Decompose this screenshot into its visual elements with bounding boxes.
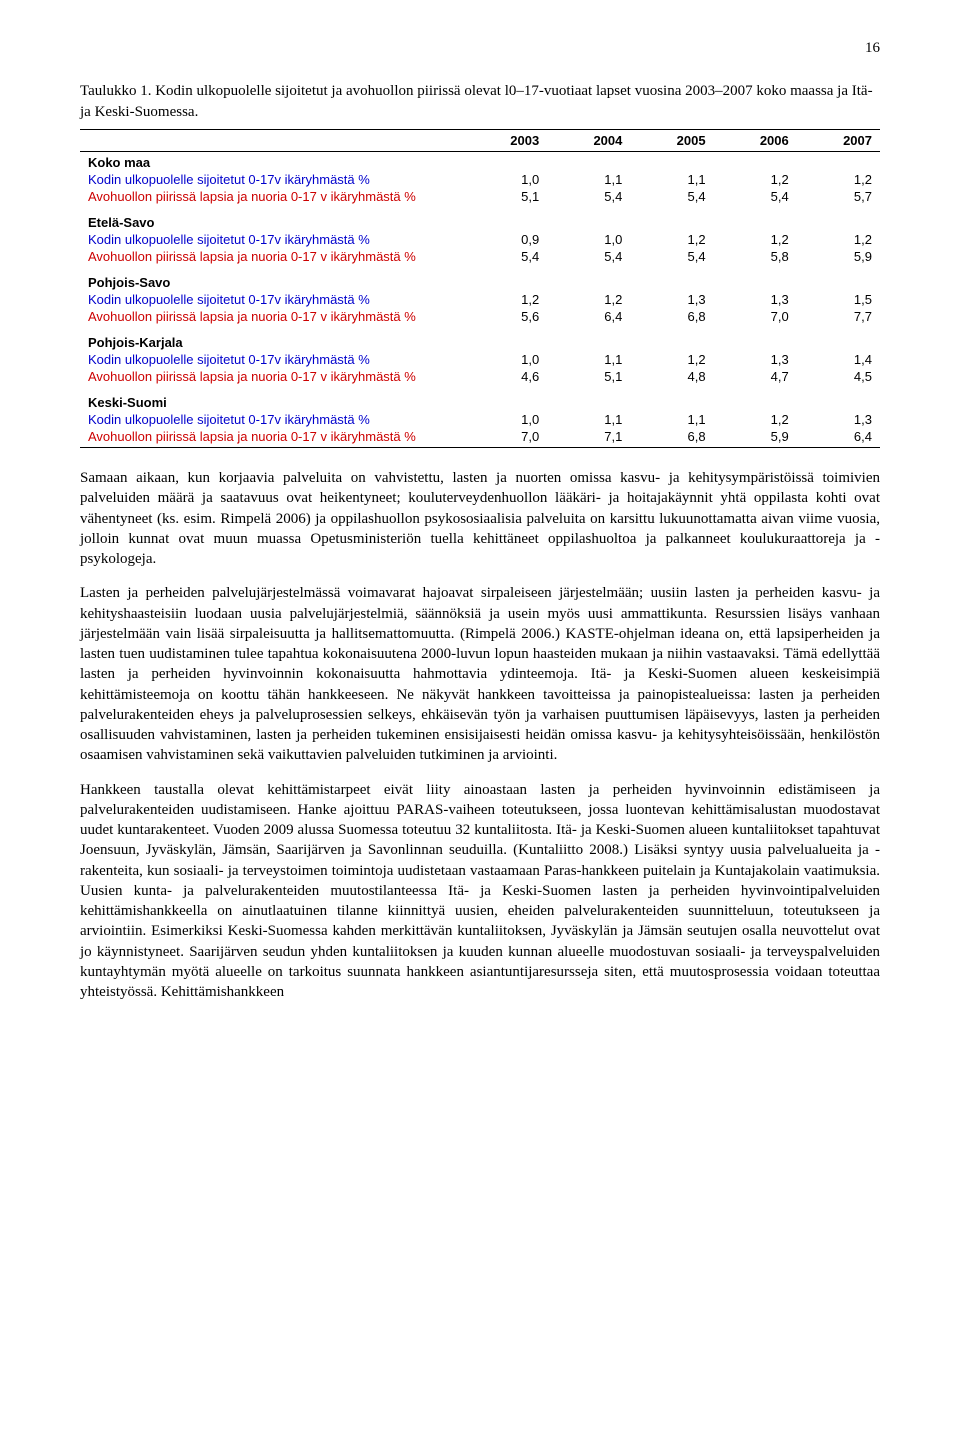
row-label: Avohuollon piirissä lapsia ja nuoria 0-1… (80, 428, 464, 448)
row-label: Avohuollon piirissä lapsia ja nuoria 0-1… (80, 248, 464, 265)
cell-value: 1,2 (714, 231, 797, 248)
cell-value: 5,4 (630, 188, 713, 205)
group-name: Etelä-Savo (80, 205, 880, 231)
cell-value: 5,6 (464, 308, 547, 325)
cell-value: 5,4 (464, 248, 547, 265)
group-name: Pohjois-Savo (80, 265, 880, 291)
body-paragraph: Hankkeen taustalla olevat kehittämistarp… (80, 780, 880, 1003)
cell-value: 0,9 (464, 231, 547, 248)
cell-value: 7,1 (547, 428, 630, 448)
cell-value: 1,2 (630, 351, 713, 368)
cell-value: 1,4 (797, 351, 880, 368)
data-table: 2003 2004 2005 2006 2007 Koko maaKodin u… (80, 129, 880, 448)
table-row: Avohuollon piirissä lapsia ja nuoria 0-1… (80, 308, 880, 325)
table-caption: Taulukko 1. Kodin ulkopuolelle sijoitetu… (80, 81, 880, 123)
table-row: Kodin ulkopuolelle sijoitetut 0-17v ikär… (80, 231, 880, 248)
cell-value: 1,3 (714, 351, 797, 368)
cell-value: 1,2 (464, 291, 547, 308)
header-year: 2004 (547, 130, 630, 152)
table-row: Kodin ulkopuolelle sijoitetut 0-17v ikär… (80, 351, 880, 368)
cell-value: 5,4 (714, 188, 797, 205)
cell-value: 7,0 (464, 428, 547, 448)
cell-value: 1,3 (630, 291, 713, 308)
cell-value: 5,4 (547, 248, 630, 265)
cell-value: 1,3 (797, 411, 880, 428)
cell-value: 6,8 (630, 428, 713, 448)
body-paragraph: Samaan aikaan, kun korjaavia palveluita … (80, 468, 880, 569)
row-label: Kodin ulkopuolelle sijoitetut 0-17v ikär… (80, 291, 464, 308)
cell-value: 1,1 (630, 171, 713, 188)
cell-value: 7,7 (797, 308, 880, 325)
body-paragraph: Lasten ja perheiden palvelujärjestelmäss… (80, 583, 880, 765)
cell-value: 1,2 (797, 231, 880, 248)
cell-value: 1,1 (547, 411, 630, 428)
row-label: Kodin ulkopuolelle sijoitetut 0-17v ikär… (80, 231, 464, 248)
table-row: Avohuollon piirissä lapsia ja nuoria 0-1… (80, 188, 880, 205)
cell-value: 1,5 (797, 291, 880, 308)
table-row: Kodin ulkopuolelle sijoitetut 0-17v ikär… (80, 171, 880, 188)
cell-value: 4,7 (714, 368, 797, 385)
cell-value: 1,1 (630, 411, 713, 428)
cell-value: 1,2 (714, 411, 797, 428)
cell-value: 4,8 (630, 368, 713, 385)
row-label: Avohuollon piirissä lapsia ja nuoria 0-1… (80, 308, 464, 325)
row-label: Kodin ulkopuolelle sijoitetut 0-17v ikär… (80, 171, 464, 188)
cell-value: 1,0 (464, 351, 547, 368)
cell-value: 5,1 (464, 188, 547, 205)
cell-value: 1,2 (547, 291, 630, 308)
cell-value: 5,9 (797, 248, 880, 265)
cell-value: 5,1 (547, 368, 630, 385)
cell-value: 7,0 (714, 308, 797, 325)
cell-value: 1,0 (464, 411, 547, 428)
table-row: Avohuollon piirissä lapsia ja nuoria 0-1… (80, 248, 880, 265)
group-name: Pohjois-Karjala (80, 325, 880, 351)
group-name: Koko maa (80, 152, 880, 172)
cell-value: 5,7 (797, 188, 880, 205)
table-row: Kodin ulkopuolelle sijoitetut 0-17v ikär… (80, 411, 880, 428)
cell-value: 1,2 (797, 171, 880, 188)
cell-value: 1,2 (630, 231, 713, 248)
cell-value: 5,8 (714, 248, 797, 265)
cell-value: 1,1 (547, 351, 630, 368)
table-row: Avohuollon piirissä lapsia ja nuoria 0-1… (80, 368, 880, 385)
cell-value: 5,9 (714, 428, 797, 448)
table-group-header: Koko maa (80, 152, 880, 172)
header-year: 2007 (797, 130, 880, 152)
cell-value: 1,0 (464, 171, 547, 188)
cell-value: 1,0 (547, 231, 630, 248)
group-name: Keski-Suomi (80, 385, 880, 411)
cell-value: 6,4 (797, 428, 880, 448)
cell-value: 1,3 (714, 291, 797, 308)
cell-value: 5,4 (630, 248, 713, 265)
table-group-header: Pohjois-Savo (80, 265, 880, 291)
header-year: 2005 (630, 130, 713, 152)
table-row: Kodin ulkopuolelle sijoitetut 0-17v ikär… (80, 291, 880, 308)
row-label: Avohuollon piirissä lapsia ja nuoria 0-1… (80, 188, 464, 205)
table-group-header: Keski-Suomi (80, 385, 880, 411)
row-label: Avohuollon piirissä lapsia ja nuoria 0-1… (80, 368, 464, 385)
cell-value: 4,5 (797, 368, 880, 385)
cell-value: 1,2 (714, 171, 797, 188)
row-label: Kodin ulkopuolelle sijoitetut 0-17v ikär… (80, 411, 464, 428)
header-year: 2003 (464, 130, 547, 152)
table-row: Avohuollon piirissä lapsia ja nuoria 0-1… (80, 428, 880, 448)
table-group-header: Pohjois-Karjala (80, 325, 880, 351)
row-label: Kodin ulkopuolelle sijoitetut 0-17v ikär… (80, 351, 464, 368)
header-year: 2006 (714, 130, 797, 152)
cell-value: 5,4 (547, 188, 630, 205)
cell-value: 6,8 (630, 308, 713, 325)
table-header-row: 2003 2004 2005 2006 2007 (80, 130, 880, 152)
header-blank (80, 130, 464, 152)
cell-value: 1,1 (547, 171, 630, 188)
page-number: 16 (80, 40, 880, 57)
table-group-header: Etelä-Savo (80, 205, 880, 231)
cell-value: 6,4 (547, 308, 630, 325)
cell-value: 4,6 (464, 368, 547, 385)
